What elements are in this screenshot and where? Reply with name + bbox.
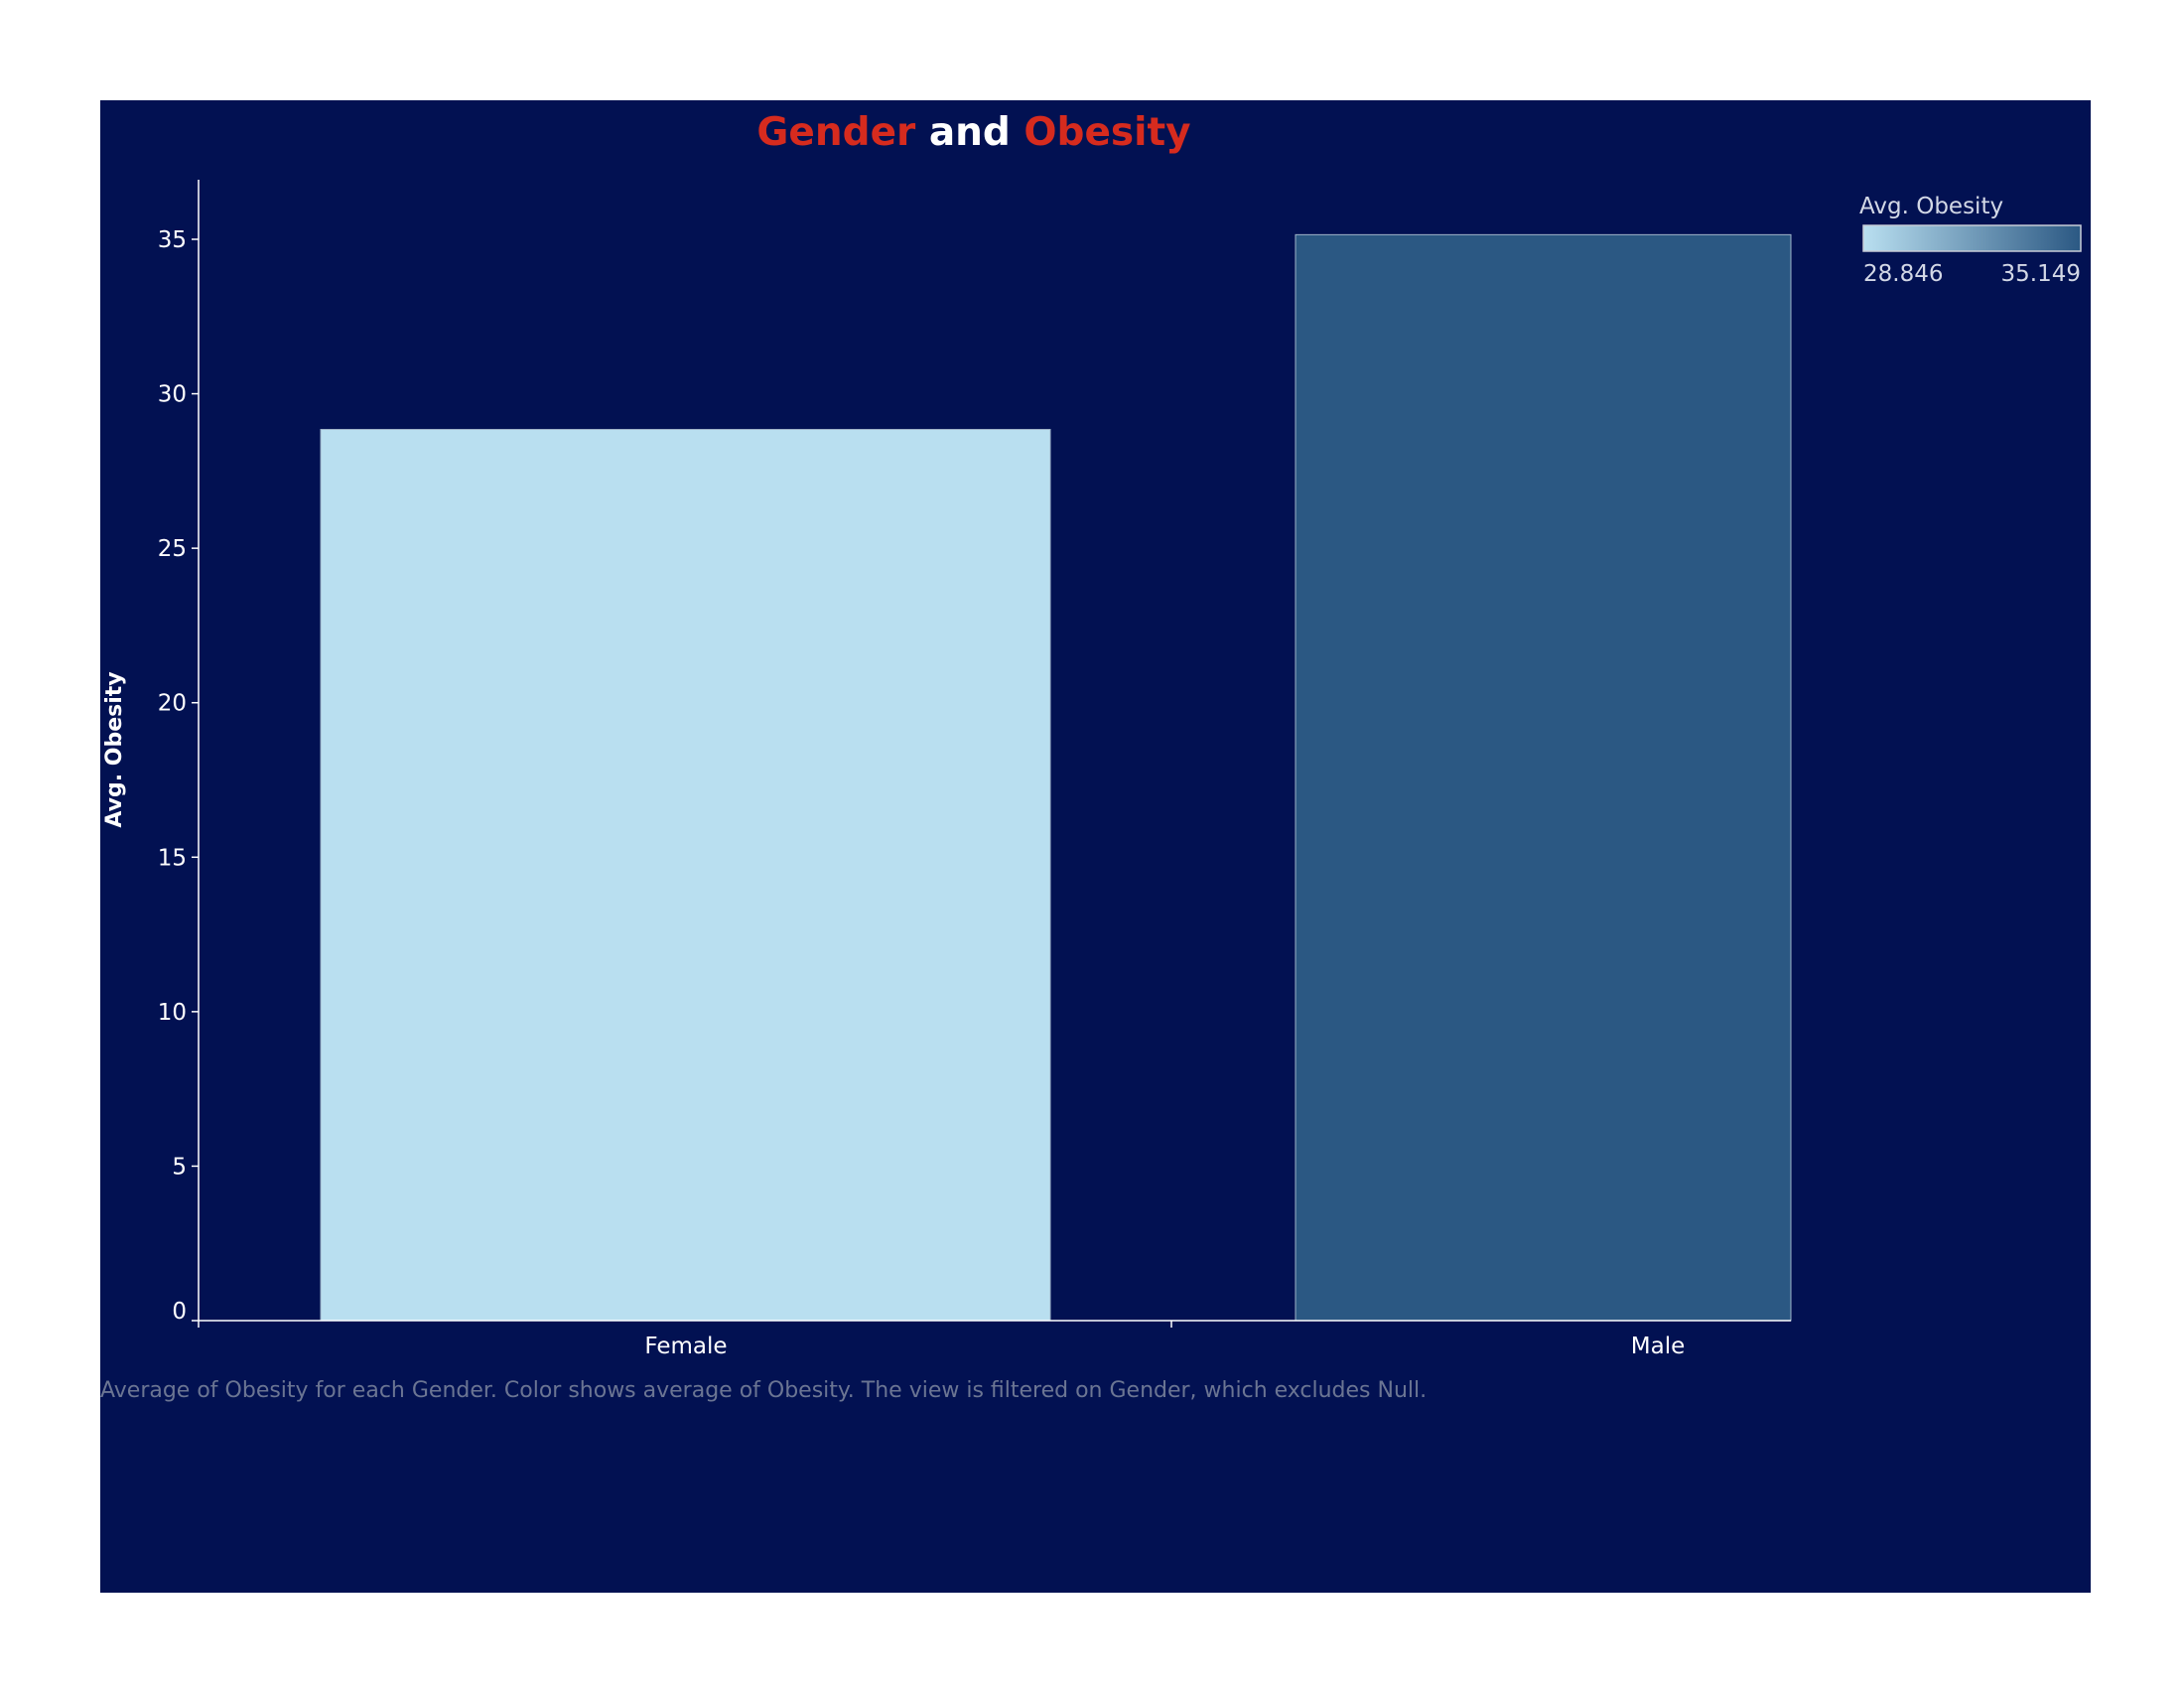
y-tick-label: 20 (158, 691, 187, 717)
chart-caption: Average of Obesity for each Gender. Colo… (100, 1378, 1428, 1403)
x-tick-label: Female (644, 1334, 727, 1359)
bar-group (320, 233, 1792, 1322)
chart-title-part: and (915, 110, 1024, 155)
y-tick-label: 5 (172, 1154, 187, 1180)
y-tick-label: 0 (172, 1299, 187, 1325)
chart-title-part: Obesity (1024, 110, 1190, 155)
legend-title: Avg. Obesity (1859, 194, 2003, 219)
y-axis-label: Avg. Obesity (102, 671, 127, 827)
y-tick-label: 35 (158, 227, 187, 253)
y-tick-label: 30 (158, 382, 187, 408)
chart-title-part: Gender (756, 110, 916, 155)
bar-female[interactable] (320, 428, 1051, 1322)
y-axis-ticks: 0 5 10 15 20 25 30 35 (158, 227, 199, 1325)
y-tick-label: 15 (158, 845, 187, 871)
chart-title: Gender and Obesity (756, 110, 1190, 155)
y-tick-label: 10 (158, 1000, 187, 1026)
legend-max-label: 35.149 (2001, 261, 2081, 287)
y-tick-label: 25 (158, 536, 187, 562)
bar-male[interactable] (1295, 233, 1792, 1322)
x-axis-ticks: Female Male (198, 1321, 1685, 1359)
chart-svg: Gender and Obesity Avg. Obesity 0 5 10 15 20… (102, 110, 2082, 1359)
chart-dashboard: Gender and Obesity Avg. Obesity 0 5 10 15 20… (100, 100, 2091, 1593)
legend-gradient-bar (1862, 224, 2082, 252)
color-legend: Avg. Obesity 28.846 35.149 (1859, 194, 2082, 287)
x-tick-label: Male (1631, 1334, 1685, 1359)
legend-min-label: 28.846 (1863, 261, 1943, 287)
